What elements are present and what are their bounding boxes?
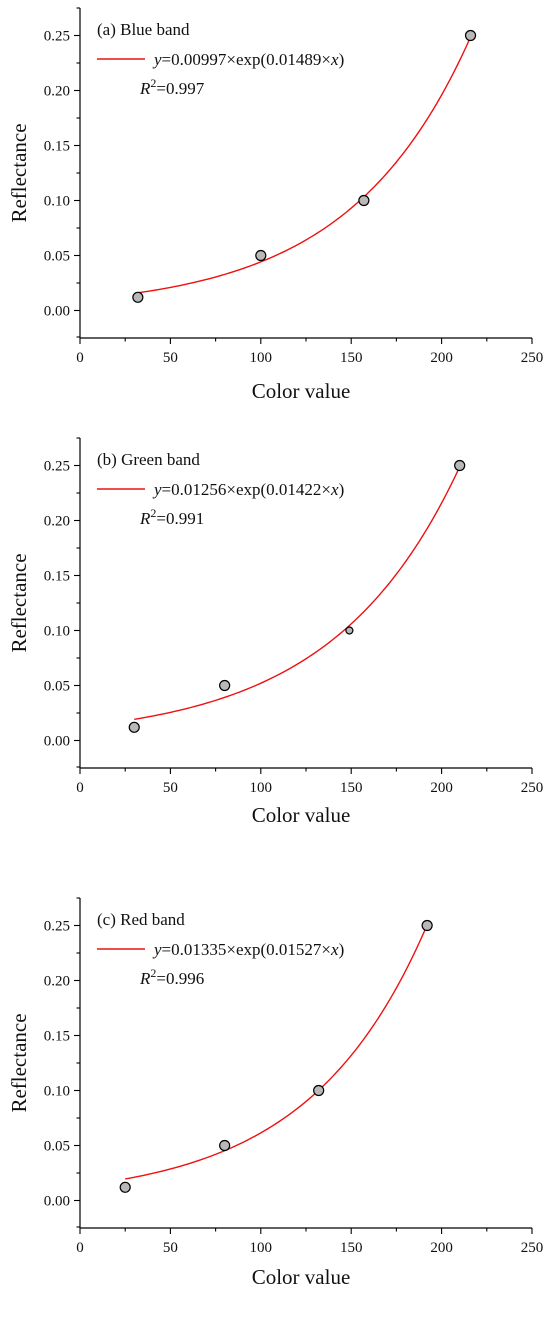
y-tick-label: 0.00 [44,734,70,750]
x-tick-label: 0 [76,1240,84,1256]
equation-x-var: x [330,940,339,959]
y-tick-label: 0.05 [44,249,70,265]
x-tick-label: 150 [340,350,363,366]
y-tick-label: 0.25 [44,29,70,45]
chart-panel-c: 0 50 100 150 200 250 0.00 0.05 0.10 0.15 0.20 0.25 C… [7,897,544,1289]
y-tick-label: 0.20 [44,84,70,100]
equation-close: ) [339,50,345,69]
equation-close: ) [339,480,345,499]
equation-body: =0.01335×exp(0.01527× [162,940,331,959]
y-tick-label: 0.00 [44,304,70,320]
r2-value: =0.996 [156,969,204,988]
equation-close: ) [339,940,345,959]
y-tick-label: 0.10 [44,194,70,210]
data-point [219,679,231,692]
x-tick-label: 250 [521,1240,544,1256]
y-axis-title: Reflectance [7,553,31,652]
data-point [119,1181,131,1193]
x-tick-label: 200 [430,780,453,796]
x-tick-label: 250 [521,350,544,366]
x-axis-title: Color value [252,379,351,403]
fit-curve [137,36,472,294]
r2-value: =0.991 [156,509,204,528]
y-tick-label: 0.15 [44,569,70,585]
x-tick-label: 100 [250,350,273,366]
legend-r2: R2=0.997 [139,76,205,98]
panel-title: (c) Red band [97,910,185,929]
data-point [132,291,144,303]
fit-curve [134,466,461,721]
y-tick-label: 0.05 [44,679,70,695]
data-point [345,626,354,635]
chart-panel-b: 0 50 100 150 200 250 0.00 0.05 0.10 0.15 0.20 0.25 C… [7,437,544,827]
y-tick-label: 0.15 [44,139,70,155]
data-point [128,721,140,733]
data-point [358,194,370,207]
equation-body: =0.01256×exp(0.01422× [162,480,331,499]
x-tick-label: 100 [250,780,273,796]
y-tick-label: 0.25 [44,919,70,935]
r2-superscript: 2 [150,506,156,520]
equation-y-var: y [152,940,162,959]
data-point [464,29,477,42]
r2-value: =0.997 [156,79,204,98]
legend-r2: R2=0.991 [139,506,204,528]
data-point [219,1139,231,1152]
y-tick-label: 0.15 [44,1029,70,1045]
equation-y-var: y [152,50,162,69]
equation-body: =0.00997×exp(0.01489× [162,50,331,69]
y-axis-title: Reflectance [7,1013,31,1112]
x-tick-label: 0 [76,780,84,796]
x-tick-label: 200 [430,350,453,366]
legend-equation: y=0.01256×exp(0.01422×x) [152,480,344,499]
x-tick-label: 50 [163,1240,178,1256]
r2-symbol: R [139,509,151,528]
x-axis-title: Color value [252,803,351,827]
y-tick-label: 0.20 [44,974,70,990]
panel-title: (a) Blue band [97,20,190,39]
x-tick-label: 50 [163,350,178,366]
legend-equation: y=0.01335×exp(0.01527×x) [152,940,344,959]
y-tick-label: 0.25 [44,459,70,475]
data-point [454,459,466,472]
fit-curve [125,924,428,1180]
x-tick-label: 200 [430,1240,453,1256]
equation-x-var: x [330,50,339,69]
x-tick-label: 100 [250,1240,273,1256]
y-tick-label: 0.20 [44,514,70,530]
r2-symbol: R [139,79,151,98]
y-axis-title: Reflectance [7,123,31,222]
r2-symbol: R [139,969,151,988]
data-point [421,919,433,932]
x-tick-label: 0 [76,350,84,366]
x-tick-label: 150 [340,1240,363,1256]
chart-panel-a: 0 50 100 150 200 250 0.00 0.05 0.10 0.15 0.20 0.25 C… [7,7,544,403]
x-tick-label: 50 [163,780,178,796]
x-tick-label: 250 [521,780,544,796]
equation-x-var: x [330,480,339,499]
y-tick-label: 0.10 [44,624,70,640]
x-axis-title: Color value [252,1265,351,1289]
equation-y-var: y [152,480,162,499]
y-tick-label: 0.00 [44,1194,70,1210]
panel-title: (b) Green band [97,450,200,469]
legend-r2: R2=0.996 [139,966,204,988]
x-tick-label: 150 [340,780,363,796]
r2-superscript: 2 [150,966,156,980]
r2-superscript: 2 [150,76,156,90]
data-point [255,249,267,262]
legend-equation: y=0.00997×exp(0.01489×x) [152,50,344,69]
y-tick-label: 0.10 [44,1084,70,1100]
y-tick-label: 0.05 [44,1139,70,1155]
data-point [313,1084,325,1097]
